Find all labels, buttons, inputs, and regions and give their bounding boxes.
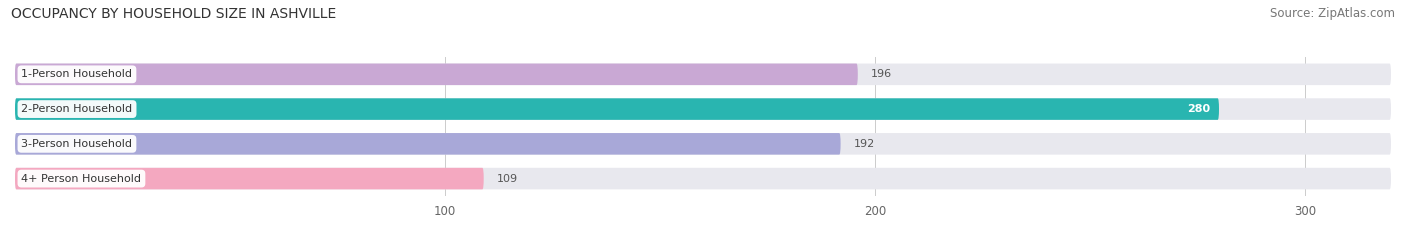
FancyBboxPatch shape — [15, 168, 1391, 189]
FancyBboxPatch shape — [15, 133, 1391, 155]
FancyBboxPatch shape — [15, 64, 1391, 85]
Text: 3-Person Household: 3-Person Household — [21, 139, 132, 149]
FancyBboxPatch shape — [15, 64, 858, 85]
FancyBboxPatch shape — [15, 133, 841, 155]
Text: 196: 196 — [870, 69, 891, 79]
FancyBboxPatch shape — [15, 98, 1219, 120]
FancyBboxPatch shape — [15, 98, 1391, 120]
Text: 4+ Person Household: 4+ Person Household — [21, 174, 142, 184]
Text: 192: 192 — [853, 139, 875, 149]
FancyBboxPatch shape — [15, 168, 484, 189]
Text: 2-Person Household: 2-Person Household — [21, 104, 132, 114]
Text: 280: 280 — [1187, 104, 1211, 114]
Text: OCCUPANCY BY HOUSEHOLD SIZE IN ASHVILLE: OCCUPANCY BY HOUSEHOLD SIZE IN ASHVILLE — [11, 7, 336, 21]
Text: Source: ZipAtlas.com: Source: ZipAtlas.com — [1270, 7, 1395, 20]
Text: 1-Person Household: 1-Person Household — [21, 69, 132, 79]
Text: 109: 109 — [496, 174, 517, 184]
